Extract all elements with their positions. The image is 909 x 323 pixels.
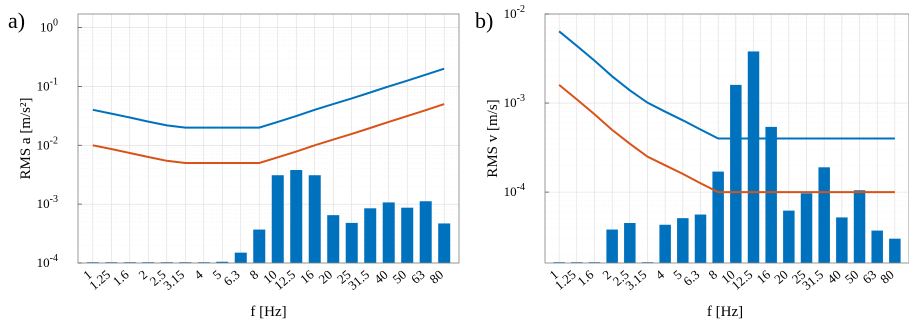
x-tick-label: 16	[754, 266, 774, 286]
y-axis-label-b: RMS v [m/s]	[485, 99, 501, 177]
x-tick-label: 1.6	[574, 266, 596, 288]
plot-frame-b	[544, 13, 909, 264]
y-tick-label: 10-4	[37, 253, 58, 270]
bar-80	[889, 238, 901, 263]
series-line-1	[92, 67, 445, 129]
x-tick-label: 40	[371, 267, 391, 287]
bar-16	[765, 126, 777, 264]
x-tick-label: 4	[652, 266, 667, 282]
bar-6.3	[234, 252, 247, 263]
x-tick-label: 3.15	[160, 267, 187, 293]
bar-12.5	[747, 51, 760, 263]
bar-31.5	[818, 167, 830, 263]
bar-50	[853, 190, 866, 263]
chart-panel-b: 10-410-310-2 11.251.6 22.53.15 4 56.3 81012.…	[475, 4, 909, 320]
y-tick-label: 10-1	[37, 76, 58, 93]
y-tick-label: 10-3	[504, 93, 525, 110]
x-axis-label-a: f [Hz]	[250, 304, 286, 320]
y-tick-label: 10-3	[37, 194, 58, 211]
x-axis-label-b: f [Hz]	[707, 304, 743, 320]
x-tick-label: 40	[824, 267, 844, 287]
x-tick-label: 1.25	[86, 267, 113, 293]
x-tick-label: 8	[247, 267, 262, 283]
bar-10	[271, 175, 284, 263]
series-line-1	[558, 30, 895, 140]
x-tick-label: 1.6	[110, 266, 132, 288]
panel-label-b: b)	[475, 8, 493, 33]
y-tick-label: 10-2	[504, 4, 525, 21]
bar-2	[606, 229, 618, 263]
series-line-2	[558, 84, 895, 194]
x-tick-label: 16	[297, 266, 317, 286]
bar-63	[419, 201, 432, 263]
bar-8	[253, 229, 266, 263]
bar-63	[871, 230, 883, 263]
bar-40	[836, 217, 848, 263]
x-tick-label: 1.25	[552, 267, 579, 293]
bar-25	[345, 222, 358, 263]
bar-10	[730, 84, 742, 263]
plot-frame-a	[77, 13, 460, 264]
x-tick-label: 80	[877, 267, 897, 287]
x-tick-label: 3.15	[622, 267, 649, 293]
bar-2.5	[624, 223, 636, 263]
y-tick-label: 10-2	[37, 135, 58, 152]
bar-8	[712, 171, 724, 263]
bar-20	[783, 210, 795, 263]
bar-25	[800, 193, 813, 263]
x-tick-label: 20	[771, 267, 791, 287]
bar-50	[401, 207, 414, 263]
x-tick-label: 63	[860, 267, 880, 287]
x-tick-label: 50	[842, 267, 862, 287]
x-tick-label: 20	[316, 267, 336, 287]
x-tick-label: 6.3	[221, 267, 243, 289]
bar-40	[382, 202, 395, 263]
y-axis-label-a: RMS a [m/s²]	[18, 97, 34, 179]
x-tick-label: 31.5	[799, 267, 826, 293]
bar-4	[659, 224, 671, 263]
y-tick-label: 10-4	[504, 182, 525, 199]
x-tick-label: 80	[427, 267, 447, 287]
panel-label-a: a)	[8, 8, 25, 33]
series-line-2	[92, 103, 445, 164]
x-tick-label: 6.3	[680, 267, 702, 289]
bar-80	[438, 223, 451, 263]
bar-16	[308, 175, 321, 263]
bar-20	[327, 215, 340, 263]
bar-5	[677, 218, 689, 263]
x-tick-label: 12.5	[271, 267, 298, 293]
x-tick-label: 63	[408, 267, 428, 287]
bar-12.5	[290, 170, 303, 263]
bar-5	[216, 261, 229, 263]
y-tick-label: 100	[40, 18, 58, 35]
x-tick-label: 12.5	[728, 267, 755, 293]
x-tick-label: 4	[191, 266, 206, 282]
bar-6.3	[694, 214, 707, 263]
x-tick-label: 50	[390, 267, 410, 287]
x-tick-label: 31.5	[345, 267, 372, 293]
bar-31.5	[364, 208, 377, 263]
